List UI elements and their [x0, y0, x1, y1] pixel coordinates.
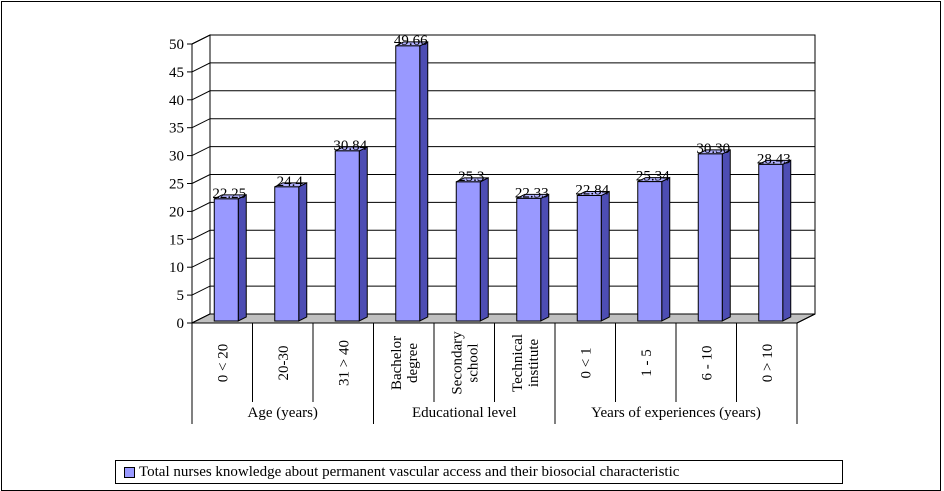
y-tick-label: 5 — [177, 288, 185, 304]
category-label: 0 > 10 — [760, 344, 776, 382]
bar-side — [298, 182, 308, 322]
category-label: 1 - 5 — [639, 349, 655, 377]
bar-front — [274, 186, 300, 322]
bar-side — [721, 149, 731, 322]
group-label: Years of experiences (years) — [591, 405, 761, 421]
bar-front — [334, 150, 360, 322]
y-tick-label: 10 — [169, 260, 184, 276]
legend-swatch — [124, 466, 135, 478]
y-tick-label: 15 — [169, 232, 184, 248]
bar-front — [637, 181, 663, 322]
y-tick-label: 40 — [169, 93, 184, 109]
bar-front — [516, 197, 542, 322]
data-label: 30.30 — [696, 141, 730, 157]
category-label: 0 < 20 — [215, 344, 231, 382]
bar-side — [358, 146, 368, 322]
bar-front — [576, 195, 602, 322]
bar-side — [600, 190, 610, 322]
bar — [334, 146, 368, 322]
category-label: Bachelordegree — [389, 336, 421, 390]
y-tick-label: 45 — [169, 65, 184, 81]
category-label: Technicalinstitute — [510, 334, 542, 392]
gridline — [191, 90, 815, 101]
gridline — [191, 118, 815, 129]
table-line — [796, 313, 816, 324]
bar-side — [237, 194, 247, 322]
bar — [516, 193, 550, 322]
y-tick-label: 30 — [169, 149, 184, 165]
bar — [576, 190, 610, 322]
gridline — [191, 62, 815, 73]
group-label: Educational level — [412, 405, 517, 421]
bar — [637, 176, 671, 322]
group-label: Age (years) — [248, 405, 318, 421]
data-label: 25.34 — [636, 169, 670, 185]
bar — [395, 41, 429, 322]
data-label: 22.33 — [515, 185, 549, 201]
bar-front — [213, 198, 239, 322]
data-label: 30.84 — [333, 138, 367, 154]
bar — [213, 194, 247, 322]
data-label: 25.3 — [458, 169, 484, 185]
bar — [758, 159, 792, 322]
gridline — [191, 174, 815, 184]
category-label: 0 < 1 — [578, 348, 594, 379]
gridline — [191, 285, 815, 296]
bar-side — [419, 41, 429, 322]
gridline — [191, 257, 815, 268]
bar — [697, 149, 731, 322]
y-tick-label: 25 — [169, 177, 184, 193]
bar-side — [782, 159, 792, 322]
bar-side — [540, 193, 550, 322]
y-tick-label: 50 — [169, 37, 184, 53]
category-label: 31 > 40 — [336, 340, 352, 386]
bar-side — [661, 176, 671, 322]
bar — [455, 177, 489, 322]
data-label: 28.43 — [757, 151, 791, 167]
data-label: 22.84 — [575, 183, 609, 199]
bar-front — [758, 163, 784, 322]
y-tick-label: 0 — [177, 316, 185, 332]
bar-front — [697, 153, 723, 322]
legend: Total nurses knowledge about permanent v… — [115, 460, 843, 484]
y-tick-label: 35 — [169, 121, 184, 137]
gridline — [191, 34, 815, 45]
category-label: 6 - 10 — [699, 346, 715, 381]
data-label: 49.66 — [394, 33, 428, 49]
bar — [274, 182, 308, 322]
data-label: 24.4 — [277, 174, 304, 190]
category-label: 20-30 — [276, 346, 292, 381]
data-label: 22.25 — [212, 186, 246, 202]
bar-front — [395, 45, 421, 322]
legend-label: Total nurses knowledge about permanent v… — [139, 463, 680, 480]
y-tick-label: 20 — [169, 204, 184, 220]
category-label: Secondaryschool — [449, 331, 481, 395]
gridline — [191, 201, 815, 212]
gridline — [191, 146, 815, 157]
bar-front — [455, 181, 481, 322]
gridline — [191, 229, 815, 240]
bar-side — [479, 177, 489, 322]
